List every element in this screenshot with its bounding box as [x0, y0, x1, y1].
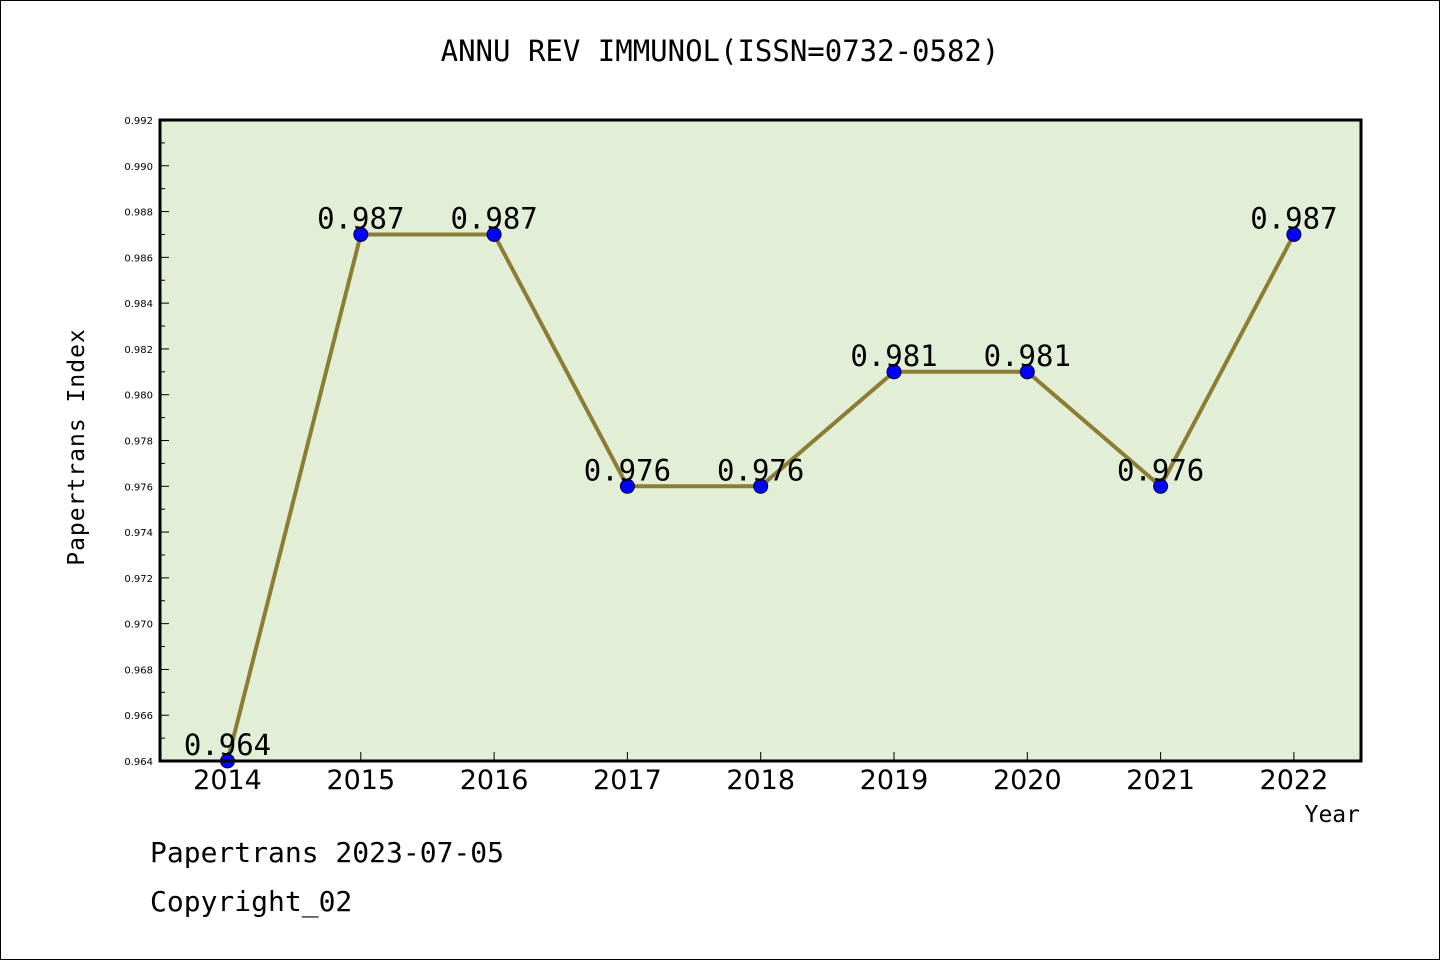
y-tick-label: 0.992 — [124, 116, 153, 127]
footer-date-text: Papertrans 2023-07-05 — [150, 836, 505, 869]
x-axis-label: Year — [1304, 802, 1360, 828]
y-tick-label: 0.972 — [124, 574, 153, 585]
data-point — [1019, 364, 1035, 380]
y-tick-label: 0.970 — [124, 620, 153, 631]
chart-title: ANNU REV IMMUNOL(ISSN=0732-0582) — [440, 34, 1000, 68]
data-label: 0.976 — [717, 453, 804, 487]
y-tick-label: 0.968 — [124, 665, 153, 676]
y-tick-label: 0.966 — [124, 711, 153, 722]
data-point — [486, 226, 502, 242]
data-label: 0.981 — [850, 339, 937, 373]
y-axis-label: Papertrans Index — [64, 328, 90, 566]
x-tick-label: 2014 — [193, 765, 262, 796]
data-label: 0.981 — [984, 339, 1071, 373]
data-label: 0.976 — [1117, 453, 1204, 487]
y-tick-label: 0.978 — [124, 437, 153, 448]
x-tick-label: 2018 — [726, 765, 795, 796]
y-tick-label: 0.982 — [124, 345, 153, 356]
x-tick-label: 2020 — [993, 765, 1062, 796]
data-point — [353, 226, 369, 242]
y-tick-label: 0.988 — [124, 208, 153, 219]
y-tick-label: 0.990 — [124, 162, 153, 173]
y-tick-label: 0.974 — [124, 528, 153, 539]
x-tick-label: 2022 — [1260, 765, 1329, 796]
data-label: 0.964 — [184, 728, 271, 762]
x-tick-label: 2016 — [460, 765, 529, 796]
plot-border — [158, 118, 1363, 763]
x-tick-label: 2019 — [860, 765, 929, 796]
y-tick-label: 0.964 — [124, 757, 153, 768]
data-point — [753, 478, 769, 494]
data-label: 0.987 — [1250, 201, 1337, 235]
footer-copyright-text: Copyright_02 — [150, 885, 353, 918]
data-label: 0.987 — [317, 201, 404, 235]
data-label: 0.987 — [450, 201, 537, 235]
y-tick-label: 0.984 — [124, 299, 153, 310]
y-tick-label: 0.980 — [124, 391, 153, 402]
data-point — [1286, 226, 1302, 242]
plot-area — [160, 120, 1361, 761]
x-tick-label: 2017 — [593, 765, 662, 796]
y-tick-label: 0.976 — [124, 482, 153, 493]
data-label: 0.976 — [584, 453, 671, 487]
data-point — [886, 364, 902, 380]
x-tick-label: 2021 — [1126, 765, 1195, 796]
data-point — [619, 478, 635, 494]
data-point — [1153, 478, 1169, 494]
x-tick-label: 2015 — [326, 765, 395, 796]
y-tick-label: 0.986 — [124, 253, 153, 264]
